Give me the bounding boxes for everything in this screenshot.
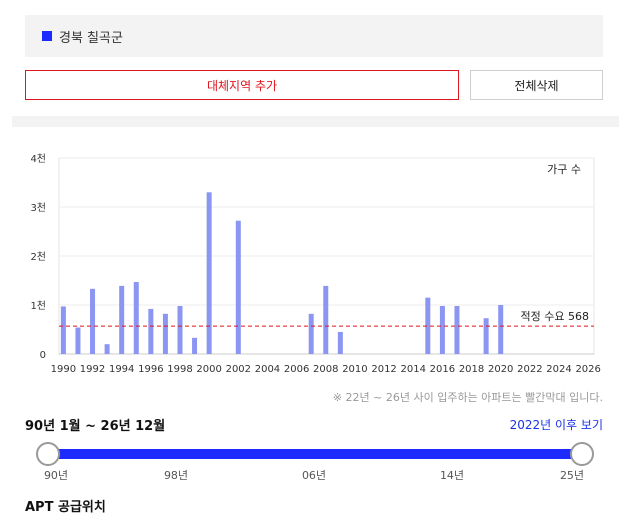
bar bbox=[177, 305, 183, 354]
x-tick-label: 1990 bbox=[51, 364, 76, 375]
add-alternative-region-button[interactable]: 대체지역 추가 bbox=[25, 70, 459, 100]
bar bbox=[439, 305, 445, 354]
bar bbox=[206, 192, 212, 354]
bar bbox=[75, 327, 81, 354]
y-tick-label: 1천 bbox=[30, 300, 46, 312]
delete-all-button[interactable]: 전체삭제 bbox=[470, 70, 603, 100]
bar bbox=[337, 331, 343, 354]
x-tick-label: 2020 bbox=[488, 364, 513, 375]
slider-tick-label: 90년 bbox=[43, 469, 69, 482]
bar bbox=[60, 306, 66, 354]
x-tick-label: 1992 bbox=[80, 364, 105, 375]
x-tick-label: 2018 bbox=[459, 364, 484, 375]
x-tick-label: 2004 bbox=[255, 364, 280, 375]
x-tick-label: 1996 bbox=[138, 364, 163, 375]
x-tick-label: 2008 bbox=[313, 364, 338, 375]
bar bbox=[162, 313, 168, 354]
view-after-2022-link[interactable]: 2022년 이후 보기 bbox=[509, 418, 603, 432]
bar bbox=[483, 318, 489, 354]
x-tick-label: 2014 bbox=[401, 364, 426, 375]
region-color-swatch bbox=[42, 31, 52, 41]
bar bbox=[323, 285, 329, 354]
bar bbox=[119, 285, 125, 354]
bar bbox=[308, 313, 314, 354]
slider-tick-label: 25년 bbox=[559, 469, 585, 482]
slider-tick-label: 98년 bbox=[163, 469, 189, 482]
x-tick-label: 2002 bbox=[226, 364, 251, 375]
period-slider-end-handle[interactable] bbox=[570, 442, 594, 466]
bar bbox=[148, 308, 154, 354]
x-tick-label: 2012 bbox=[371, 364, 396, 375]
reference-label: 적정 수요 568 bbox=[521, 310, 589, 323]
bar bbox=[133, 281, 139, 354]
x-tick-label: 2026 bbox=[575, 364, 600, 375]
unit-label: 가구 수 bbox=[547, 163, 581, 176]
chart-footnote: ※ 22년 ~ 26년 사이 입주하는 아파트는 빨간막대 입니다. bbox=[332, 391, 603, 404]
x-tick-label: 2000 bbox=[196, 364, 221, 375]
region-name: 경북 칠곡군 bbox=[59, 30, 123, 46]
apt-supply-location-title: APT 공급위치 bbox=[25, 500, 106, 515]
x-tick-label: 1994 bbox=[109, 364, 134, 375]
bar bbox=[454, 305, 460, 354]
bar bbox=[192, 337, 198, 354]
slider-tick-label: 06년 bbox=[301, 469, 327, 482]
x-tick-label: 2022 bbox=[517, 364, 542, 375]
period-range-label: 90년 1월 ~ 26년 12월 bbox=[25, 419, 166, 434]
x-tick-label: 2010 bbox=[342, 364, 367, 375]
x-tick-label: 1998 bbox=[167, 364, 192, 375]
x-tick-label: 2016 bbox=[430, 364, 455, 375]
section-divider bbox=[12, 116, 619, 127]
y-tick-label: 4천 bbox=[30, 153, 46, 165]
bar bbox=[498, 305, 504, 354]
supply-bar-chart: 0 1천 2천 3천 4천 1990 1992 1994 1996 1998 2000 2002 200… bbox=[30, 153, 600, 375]
y-tick-label: 3천 bbox=[30, 202, 46, 214]
bar bbox=[104, 344, 110, 354]
x-tick-label: 2006 bbox=[284, 364, 309, 375]
slider-tick-label: 14년 bbox=[439, 469, 465, 482]
x-tick-label: 2024 bbox=[546, 364, 571, 375]
period-slider-start-handle[interactable] bbox=[36, 442, 60, 466]
selected-region: 경북 칠곡군 bbox=[25, 15, 603, 57]
bar bbox=[425, 297, 431, 354]
period-slider-track[interactable] bbox=[48, 449, 582, 459]
bar bbox=[235, 220, 241, 354]
bar bbox=[90, 288, 96, 354]
y-tick-label: 0 bbox=[40, 350, 46, 361]
y-tick-label: 2천 bbox=[30, 251, 46, 263]
